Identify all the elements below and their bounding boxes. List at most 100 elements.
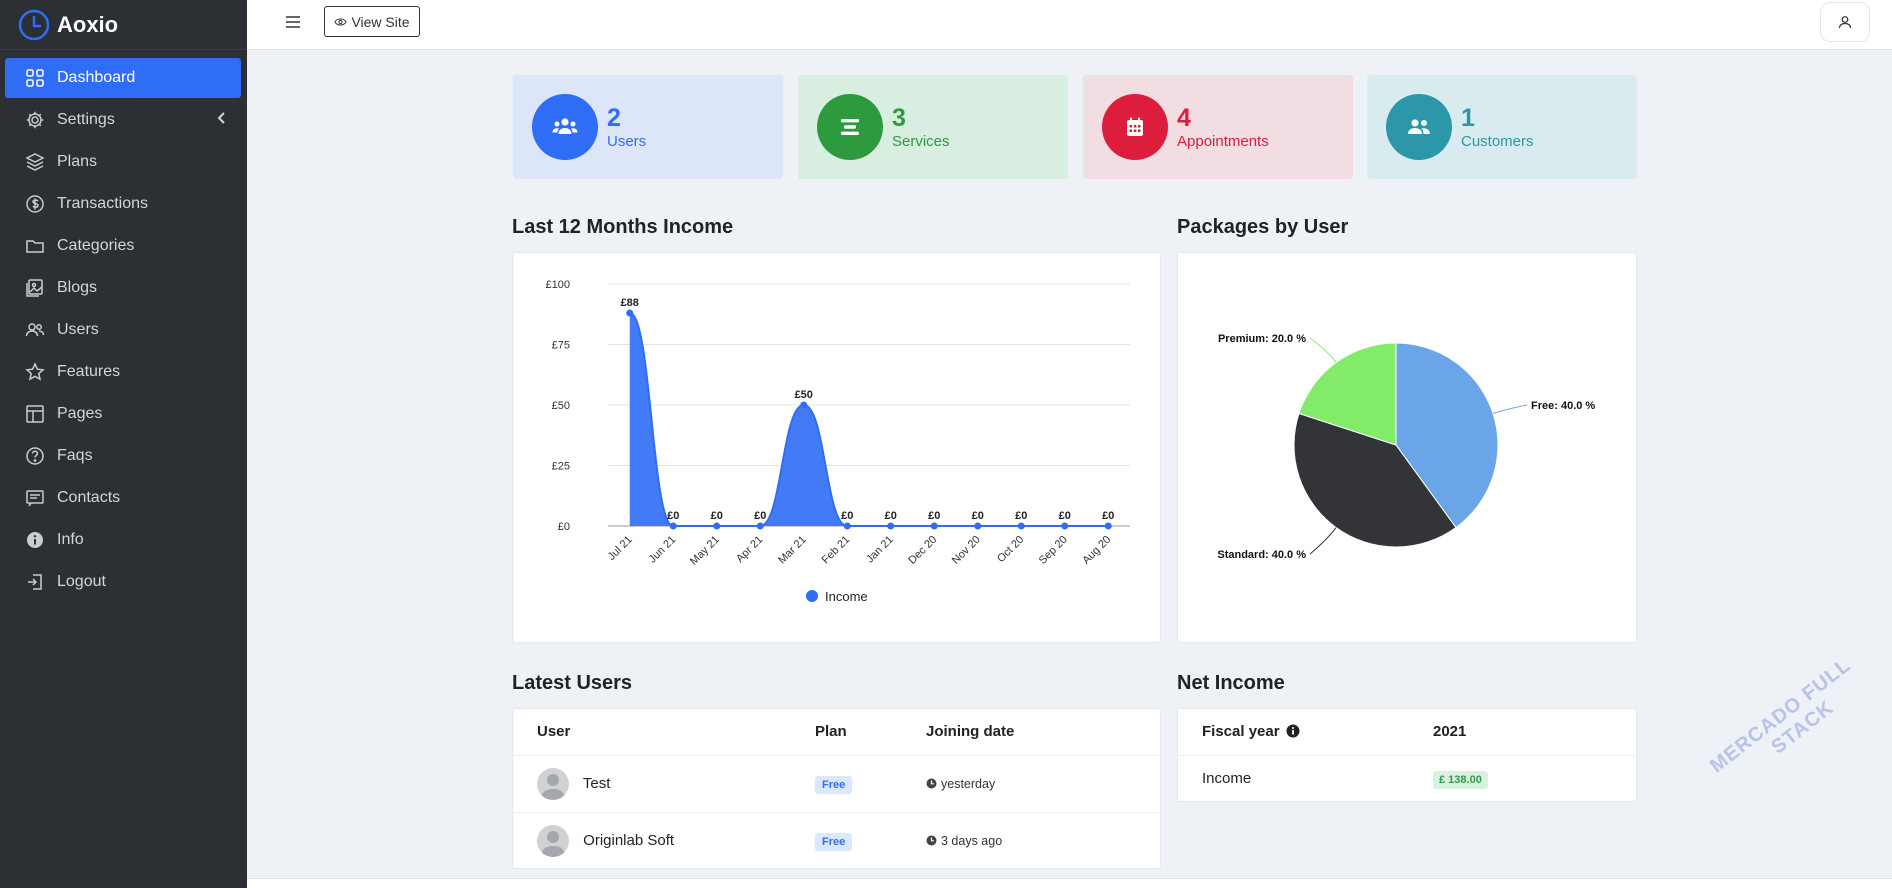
sidebar-item-features[interactable]: Features	[5, 352, 241, 392]
sidebar-item-settings[interactable]: Settings	[5, 100, 241, 140]
x-tick-label: Jun 21	[647, 534, 679, 566]
pie-connector	[1492, 404, 1528, 414]
user-cell: Originlab Soft	[513, 811, 815, 869]
calendar-icon	[1127, 117, 1143, 136]
info-icon[interactable]	[1286, 724, 1300, 738]
data-label: £0	[972, 510, 984, 522]
stat-card-customers[interactable]: 1 Customers	[1367, 75, 1637, 179]
sidebar-item-info[interactable]: Info	[5, 520, 241, 560]
brand-name: Aoxio	[57, 11, 119, 37]
sidebar-item-contacts[interactable]: Contacts	[5, 478, 241, 518]
list-icon	[841, 119, 859, 135]
chevron-left-icon	[217, 112, 225, 124]
fiscal-year-value: 2021	[1433, 723, 1467, 741]
sidebar-item-categories[interactable]: Categories	[5, 226, 241, 266]
pie-label: Standard: 40.0 %	[1217, 549, 1306, 561]
pie-label: Premium: 20.0 %	[1218, 333, 1306, 345]
sidebar-item-users[interactable]: Users	[5, 310, 241, 350]
fiscal-year-header: Fiscal year	[1178, 709, 1433, 755]
sidebar-item-pages[interactable]: Pages	[5, 394, 241, 434]
profile-button[interactable]	[1820, 2, 1870, 42]
stat-value: 3	[892, 103, 906, 132]
income-value-cell: £ 138.00	[1433, 754, 1636, 801]
data-label: £0	[667, 510, 679, 522]
data-point	[1104, 522, 1112, 530]
avatar	[537, 767, 569, 800]
fiscal-year-label: Fiscal year	[1202, 723, 1280, 741]
data-label: £88	[621, 297, 639, 309]
brand[interactable]: Aoxio	[0, 0, 247, 50]
sidebar-item-label: Categories	[57, 237, 135, 254]
plan-cell: Free	[815, 811, 926, 869]
sidebar-item-faqs[interactable]: Faqs	[5, 436, 241, 476]
stat-card-appointments[interactable]: 4 Appointments	[1083, 75, 1353, 179]
table-row[interactable]: Test Free yesterday	[513, 754, 1160, 812]
users-icon	[24, 319, 46, 341]
stat-label: Appointments	[1177, 132, 1269, 150]
income-line	[629, 312, 1109, 527]
stat-text: 2 Users	[607, 104, 646, 150]
sidebar-item-dashboard[interactable]: Dashboard	[5, 58, 241, 98]
layout-icon	[24, 403, 46, 425]
column-header-user: User	[537, 723, 571, 741]
x-tick-label: Sep 20	[1037, 534, 1070, 567]
data-point	[713, 522, 721, 530]
data-point	[626, 309, 634, 317]
stat-label: Services	[892, 132, 950, 150]
y-tick-label: £0	[558, 521, 570, 533]
latest-users-panel: User Plan Joining date Test Free yesterd…	[512, 708, 1161, 869]
user-cell: Test	[513, 754, 815, 812]
sidebar-item-label: Pages	[57, 405, 103, 422]
sidebar-item-label: Settings	[57, 111, 115, 128]
view-site-label: View Site	[351, 13, 410, 30]
stat-text: 4 Appointments	[1177, 104, 1269, 150]
table-row[interactable]: Originlab Soft Free 3 days ago	[513, 811, 1160, 869]
packages-chart-panel: Free: 40.0 % Standard: 40.0 % Premium: 20.…	[1177, 252, 1637, 643]
table-header-row: Fiscal year 2021	[1178, 709, 1636, 755]
latest-users-table: User Plan Joining date Test Free yesterd…	[513, 709, 1160, 869]
pie-connector	[1309, 527, 1337, 555]
income-label: Income	[1178, 754, 1433, 801]
data-point	[1061, 522, 1069, 530]
users-icon	[552, 118, 578, 134]
dollar-circle-icon	[24, 193, 46, 215]
view-site-button[interactable]: View Site	[324, 6, 420, 37]
legend-marker	[806, 590, 818, 602]
sidebar-item-label: Faqs	[57, 447, 93, 464]
date-cell: 3 days ago	[926, 811, 1160, 869]
packages-pie-chart: Free: 40.0 % Standard: 40.0 % Premium: 20.…	[1217, 333, 1595, 561]
folder-icon	[24, 235, 46, 257]
sidebar: Aoxio Dashboard Settings Plans Transacti…	[0, 0, 247, 888]
date-cell: yesterday	[926, 754, 1160, 812]
pie-slice	[1395, 342, 1499, 529]
y-tick-label: £75	[552, 340, 570, 352]
stat-card-services[interactable]: 3 Services	[798, 75, 1068, 179]
eye-icon	[334, 18, 347, 25]
user-name: Originlab Soft	[583, 831, 675, 849]
income-chart-title: Last 12 Months Income	[512, 216, 734, 238]
x-tick-label: Dec 20	[906, 534, 939, 567]
legend-label: Income	[825, 589, 868, 604]
stat-icon-circle	[817, 94, 883, 160]
x-tick-label: Mar 21	[776, 534, 809, 567]
x-tick-label: Jan 21	[864, 534, 896, 566]
x-tick-label: Feb 21	[820, 534, 853, 567]
star-icon	[24, 361, 46, 383]
watermark: MERCADO FULL STACK	[1706, 654, 1870, 796]
clock-logo-icon	[18, 9, 50, 40]
plan-badge: Free	[815, 776, 853, 794]
question-circle-icon	[24, 445, 46, 467]
packages-chart-title: Packages by User	[1177, 216, 1349, 238]
sidebar-item-blogs[interactable]: Blogs	[5, 268, 241, 308]
sidebar-item-transactions[interactable]: Transactions	[5, 184, 241, 224]
plan-cell: Free	[815, 754, 926, 812]
sidebar-item-plans[interactable]: Plans	[5, 142, 241, 182]
data-point	[756, 522, 764, 530]
stat-card-users[interactable]: 2 Users	[513, 75, 783, 179]
sidebar-nav: Dashboard Settings Plans Transactions Ca…	[0, 50, 247, 602]
latest-users-title: Latest Users	[512, 672, 633, 694]
sidebar-item-logout[interactable]: Logout	[5, 562, 241, 602]
hamburger-menu-icon[interactable]	[283, 12, 303, 32]
joining-date: yesterday	[941, 776, 996, 791]
topbar: View Site	[247, 0, 1892, 50]
